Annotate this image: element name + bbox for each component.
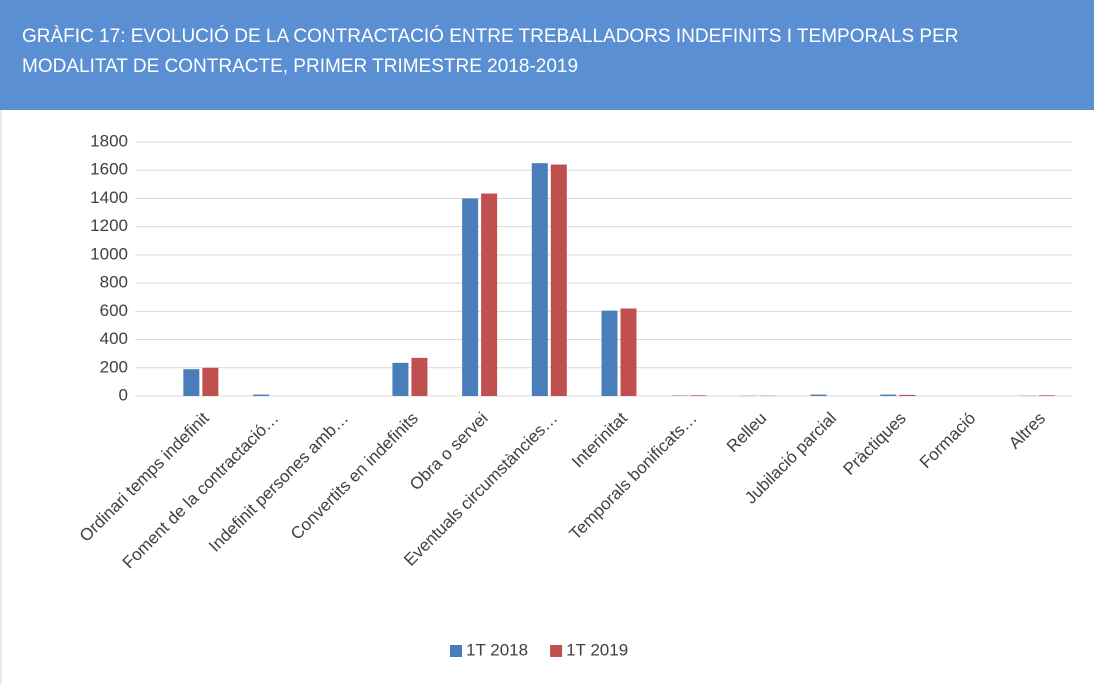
bar <box>1038 395 1055 396</box>
bar <box>411 357 428 396</box>
y-tick-label: 0 <box>119 385 128 404</box>
bar <box>690 395 707 396</box>
x-tick-label: Pràctiques <box>840 409 910 479</box>
x-tick-label: Relleu <box>723 409 771 457</box>
bar <box>202 367 219 396</box>
bar <box>392 362 409 396</box>
bar <box>183 369 200 396</box>
y-tick-label: 200 <box>100 357 128 376</box>
chart-title: MODALITAT DE CONTRACTE, PRIMER TRIMESTRE… <box>22 56 579 77</box>
header: GRÀFIC 17: EVOLUCIÓ DE LA CONTRACTACIÓ E… <box>0 0 1094 110</box>
bar <box>462 198 479 396</box>
y-tick-label: 1800 <box>90 131 128 150</box>
y-tick-label: 800 <box>100 273 128 292</box>
legend-label: 1T 2019 <box>566 640 628 659</box>
bar <box>550 164 567 396</box>
chart-title: GRÀFIC 17: EVOLUCIÓ DE LA CONTRACTACIÓ E… <box>22 26 959 47</box>
x-tick-label: Indefinit persones amb… <box>205 409 352 556</box>
bar <box>601 310 618 396</box>
bar <box>810 394 827 396</box>
x-tick-label: Ordinari temps indefinit <box>76 408 213 545</box>
legend-label: 1T 2018 <box>466 640 528 659</box>
bar <box>481 193 498 396</box>
x-tick-label: Altres <box>1005 409 1049 453</box>
bar <box>899 394 916 396</box>
legend-swatch <box>550 645 563 657</box>
y-tick-label: 400 <box>100 329 128 348</box>
y-tick-label: 600 <box>100 301 128 320</box>
bar <box>620 308 637 396</box>
y-tick-label: 1400 <box>90 188 128 207</box>
y-tick-label: 1200 <box>90 216 128 235</box>
x-tick-label: Temporals bonificats… <box>566 409 701 544</box>
bar <box>253 394 270 396</box>
y-tick-label: 1600 <box>90 160 128 179</box>
x-tick-label: Formació <box>916 409 980 473</box>
bar <box>531 163 548 396</box>
x-tick-label: Convertits en indefinits <box>287 409 422 544</box>
legend-swatch <box>450 645 462 657</box>
y-tick-label: 1000 <box>90 244 128 263</box>
bar <box>880 394 897 396</box>
x-tick-label: Interinitat <box>568 408 631 471</box>
